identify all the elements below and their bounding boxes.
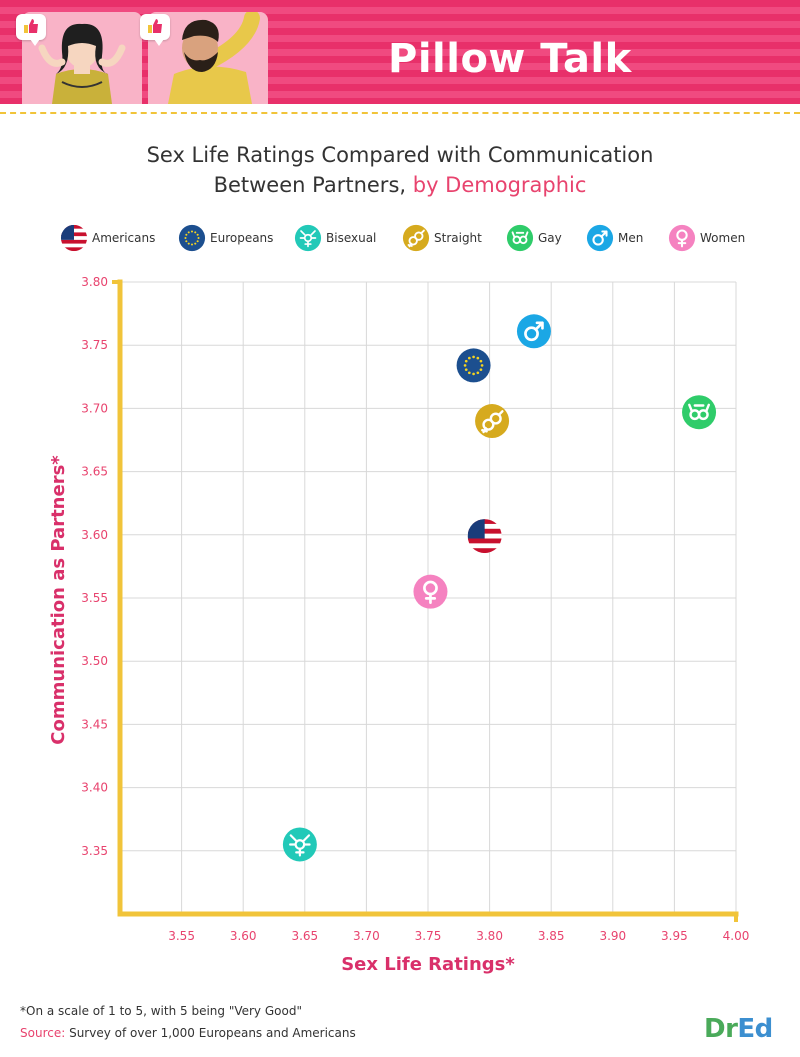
data-point-americans bbox=[467, 519, 502, 554]
source-label: Source: bbox=[20, 1026, 66, 1040]
x-tick-label: 3.90 bbox=[599, 929, 626, 943]
brand-logo-part2: Ed bbox=[737, 1014, 773, 1044]
x-tick-label: 4.00 bbox=[723, 929, 750, 943]
y-tick-label: 3.70 bbox=[81, 401, 108, 415]
legend-label: Men bbox=[618, 231, 644, 245]
legend-item-straight: Straight bbox=[402, 224, 482, 252]
source-note: Source: Survey of over 1,000 Europeans a… bbox=[20, 1026, 356, 1040]
legend-label: Gay bbox=[538, 231, 562, 245]
x-tick-label: 3.80 bbox=[476, 929, 503, 943]
legend: Americans Europeans Bisexual Straight Gay Men… bbox=[60, 224, 780, 254]
x-tick-label: 3.70 bbox=[353, 929, 380, 943]
chart-title-prefix: Between Partners, bbox=[213, 173, 413, 197]
female-symbol-icon bbox=[668, 224, 696, 252]
page-title: Pillow Talk bbox=[388, 36, 632, 82]
legend-item-gay: Gay bbox=[506, 224, 562, 252]
legend-item-women: Women bbox=[668, 224, 745, 252]
y-tick-label: 3.75 bbox=[81, 338, 108, 352]
y-tick-label: 3.45 bbox=[81, 717, 108, 731]
legend-label: Americans bbox=[92, 231, 156, 245]
chart-title-line-1: Sex Life Ratings Compared with Communica… bbox=[146, 143, 654, 167]
data-point-gay bbox=[682, 395, 717, 430]
axes bbox=[112, 279, 739, 922]
source-text: Survey of over 1,000 Europeans and Ameri… bbox=[65, 1026, 356, 1040]
thumbs-up-icon bbox=[148, 19, 162, 33]
scatter-chart: 3.55 3.60 3.65 3.70 3.75 3.80 3.85 3.90 3.95 4.00… bbox=[48, 275, 749, 975]
brand-logo-part1: Dr bbox=[704, 1014, 738, 1044]
us-flag-icon bbox=[60, 224, 88, 252]
legend-label: Europeans bbox=[210, 231, 274, 245]
x-tick-label: 3.95 bbox=[661, 929, 688, 943]
y-tick-label: 3.40 bbox=[81, 781, 108, 795]
y-tick-label: 3.80 bbox=[81, 275, 108, 289]
legend-item-europeans: Europeans bbox=[178, 224, 273, 252]
bisexual-symbol-icon bbox=[294, 224, 322, 252]
data-point-bisexual bbox=[282, 827, 317, 862]
legend-label: Straight bbox=[434, 231, 482, 245]
legend-item-bisexual: Bisexual bbox=[294, 224, 376, 252]
x-axis-label: Sex Life Ratings* bbox=[341, 954, 515, 975]
x-tick-label: 3.65 bbox=[291, 929, 318, 943]
header-banner: Pillow Talk bbox=[0, 0, 800, 104]
straight-symbol-icon bbox=[402, 224, 430, 252]
male-symbol-icon bbox=[586, 224, 614, 252]
y-tick-label: 3.35 bbox=[81, 844, 108, 858]
data-point-men bbox=[516, 314, 551, 349]
eu-flag-icon bbox=[178, 224, 206, 252]
data-point-women bbox=[413, 574, 448, 609]
brand-logo[interactable]: DrEd bbox=[704, 1014, 773, 1044]
header-divider bbox=[0, 112, 800, 114]
legend-item-men: Men bbox=[586, 224, 643, 252]
y-tick-label: 3.50 bbox=[81, 654, 108, 668]
thumbs-up-bubble-right bbox=[140, 14, 170, 46]
gay-symbol-icon bbox=[506, 224, 534, 252]
y-tick-label: 3.65 bbox=[81, 465, 108, 479]
x-tick-label: 3.60 bbox=[230, 929, 257, 943]
data-points bbox=[282, 314, 717, 862]
legend-label: Women bbox=[700, 231, 746, 245]
y-axis-label: Communication as Partners* bbox=[48, 455, 69, 745]
tick-labels: 3.55 3.60 3.65 3.70 3.75 3.80 3.85 3.90 3.95 4.00… bbox=[81, 275, 749, 943]
chart-title: Sex Life Ratings Compared with Communica… bbox=[0, 140, 800, 200]
man-illustration bbox=[168, 12, 260, 104]
legend-item-americans: Americans bbox=[60, 224, 155, 252]
x-tick-label: 3.85 bbox=[538, 929, 565, 943]
grid bbox=[120, 281, 737, 914]
chart-title-line-2: Between Partners, by Demographic bbox=[0, 170, 800, 200]
data-point-straight bbox=[475, 404, 510, 439]
footnote: *On a scale of 1 to 5, with 5 being "Ver… bbox=[20, 1004, 302, 1018]
legend-label: Bisexual bbox=[326, 231, 377, 245]
data-point-europeans bbox=[456, 348, 491, 383]
x-tick-label: 3.75 bbox=[415, 929, 442, 943]
thumbs-up-bubble-left bbox=[16, 14, 46, 46]
y-tick-label: 3.60 bbox=[81, 528, 108, 542]
thumbs-up-icon bbox=[24, 19, 38, 33]
woman-avatar-card bbox=[22, 12, 142, 104]
y-tick-label: 3.55 bbox=[81, 591, 108, 605]
chart-title-accent: by Demographic bbox=[412, 173, 587, 197]
x-tick-label: 3.55 bbox=[168, 929, 195, 943]
woman-illustration bbox=[38, 23, 126, 104]
